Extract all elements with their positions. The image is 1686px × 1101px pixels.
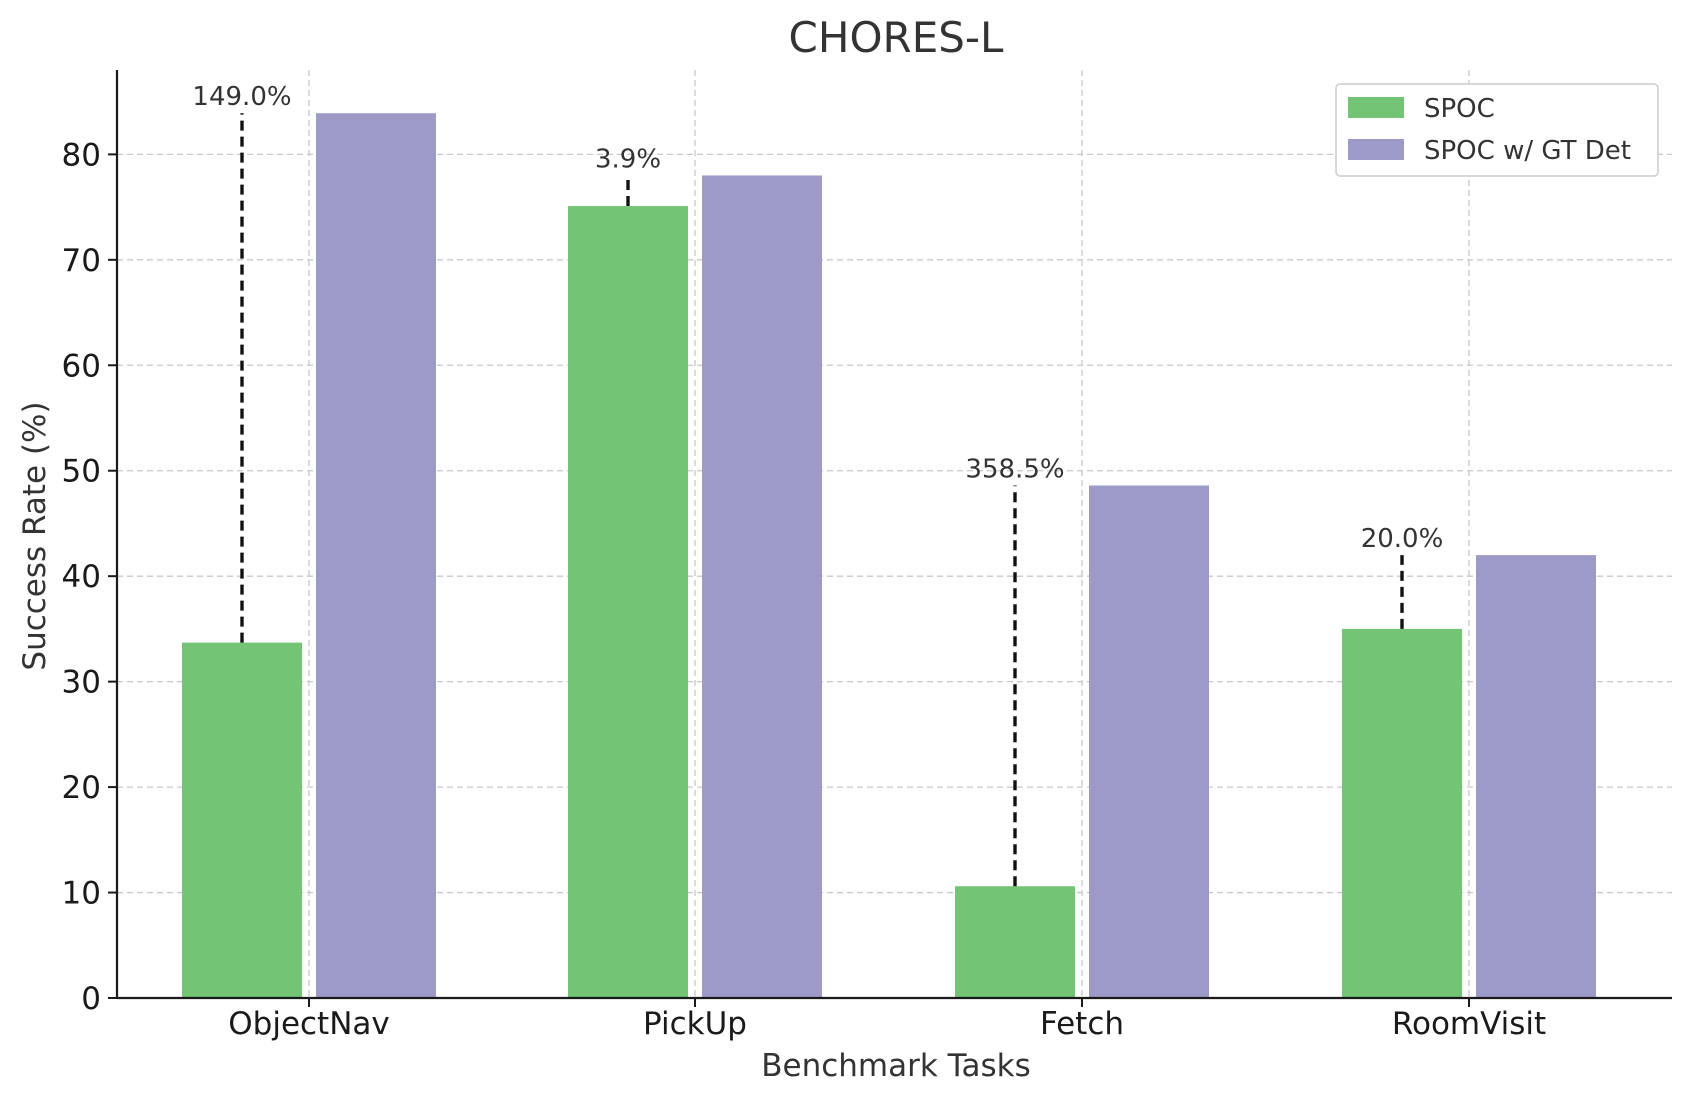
- x-tick-label-fetch: Fetch: [1040, 1006, 1124, 1042]
- bars: [182, 113, 1596, 999]
- improvement-label-pickup: 3.9%: [595, 144, 661, 174]
- x-tick-label-pickup: PickUp: [643, 1006, 747, 1042]
- bar-objectnav-series-0: [182, 642, 302, 998]
- x-axis-label: Benchmark Tasks: [761, 1048, 1030, 1084]
- bar-fetch-series-1: [1089, 485, 1209, 998]
- x-tick-label-objectnav: ObjectNav: [228, 1006, 390, 1042]
- y-tick-label-40: 40: [62, 559, 101, 595]
- bar-fetch-series-0: [955, 886, 1075, 998]
- y-tick-label-10: 10: [62, 876, 101, 912]
- y-tick-label-50: 50: [62, 454, 101, 490]
- legend-swatch-0: [1348, 97, 1404, 118]
- bar-pickup-series-0: [568, 206, 688, 998]
- y-tick-label-70: 70: [62, 243, 101, 279]
- improvement-label-objectnav: 149.0%: [192, 82, 291, 112]
- axes: [115, 70, 1672, 1000]
- y-tick-label-30: 30: [62, 665, 101, 701]
- tick-labels: 0 10 20 30 40 50 60 70 80 ObjectNav PickUp Fetch Roo…: [62, 137, 1547, 1042]
- legend: SPOC SPOC w/ GT Det: [1335, 83, 1659, 177]
- legend-label-0: SPOC: [1424, 94, 1495, 124]
- legend-swatch-1: [1348, 139, 1404, 160]
- legend-label-1: SPOC w/ GT Det: [1424, 136, 1631, 166]
- improvement-label-fetch: 358.5%: [965, 454, 1064, 484]
- legend-box: [1335, 83, 1659, 177]
- annotations: 149.0% 3.9% 358.5% 20.0%: [192, 82, 1444, 887]
- y-tick-label-20: 20: [62, 770, 101, 806]
- bar-roomvisit-series-0: [1342, 628, 1462, 998]
- chart-title: CHORES-L: [789, 13, 1005, 62]
- y-axis-label: Success Rate (%): [17, 401, 53, 670]
- y-tick-label-0: 0: [81, 981, 101, 1017]
- bar-objectnav-series-1: [316, 113, 436, 998]
- y-tick-label-60: 60: [62, 348, 101, 384]
- y-tick-label-80: 80: [62, 137, 101, 173]
- bar-roomvisit-series-1: [1476, 555, 1596, 998]
- x-tick-label-roomvisit: RoomVisit: [1392, 1006, 1546, 1042]
- improvement-label-roomvisit: 20.0%: [1361, 524, 1444, 554]
- bar-pickup-series-1: [702, 175, 822, 999]
